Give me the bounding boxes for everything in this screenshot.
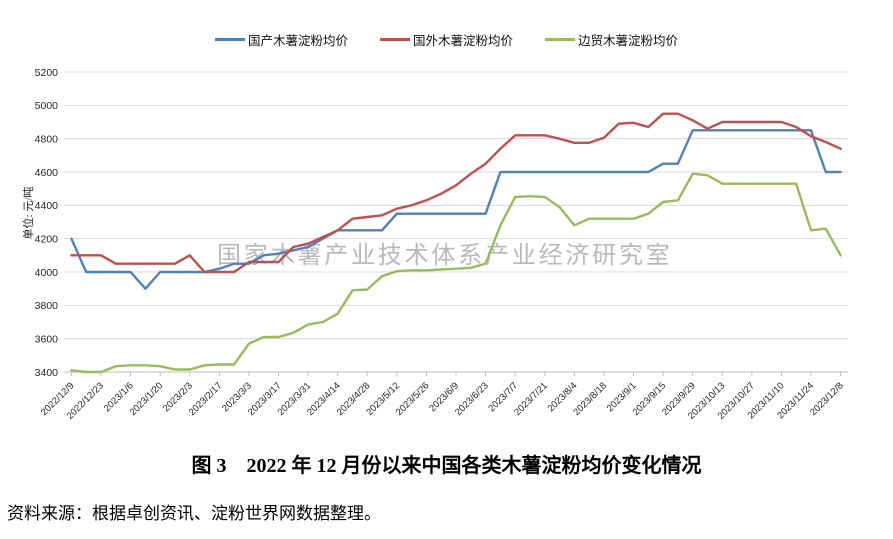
y-axis-tick-label: 4600 <box>35 167 59 179</box>
y-axis-tick-label: 3800 <box>35 300 59 312</box>
legend-label: 边贸木薯淀粉均价 <box>578 34 679 48</box>
y-axis-tick-label: 4400 <box>35 200 59 212</box>
legend-label: 国产木薯淀粉均价 <box>247 34 348 48</box>
series-line-1 <box>70 112 842 274</box>
series-line-0 <box>70 129 842 290</box>
legend-item-1: 国外木薯淀粉均价 <box>379 30 513 49</box>
legend-line-swatch <box>379 38 410 41</box>
y-axis-tick-label: 3400 <box>35 367 59 379</box>
legend-item-2: 边贸木薯淀粉均价 <box>545 30 678 49</box>
legend-item-0: 国产木薯淀粉均价 <box>214 30 348 49</box>
y-axis-unit-label: 单位: 元/吨 <box>23 186 35 240</box>
y-axis-tick-label: 4000 <box>35 267 59 279</box>
legend-line-swatch <box>214 38 245 41</box>
y-axis-tick-label: 5200 <box>35 67 59 79</box>
chart-legend: 国产木薯淀粉均价 国外木薯淀粉均价 边贸木薯淀粉均价 <box>0 30 893 49</box>
y-axis-tick-label: 4800 <box>35 133 59 145</box>
y-axis-tick-label: 5000 <box>35 100 59 112</box>
legend-line-swatch <box>545 38 575 41</box>
legend-label: 国外木薯淀粉均价 <box>412 34 513 48</box>
chart-plot-area: 5200 5000 4800 4600 4400 4200 4000 3800 3600 3400… <box>35 67 848 422</box>
figure-caption: 图 3 2022 年 12 月份以来中国各类木薯淀粉均价变化情况 <box>191 455 702 477</box>
data-source-note: 资料来源：根据卓创资讯、淀粉世界网数据整理。 <box>7 504 381 523</box>
series-line-2 <box>70 172 842 374</box>
y-axis-tick-label: 4200 <box>35 233 59 245</box>
y-axis-tick-label: 3600 <box>35 333 59 345</box>
